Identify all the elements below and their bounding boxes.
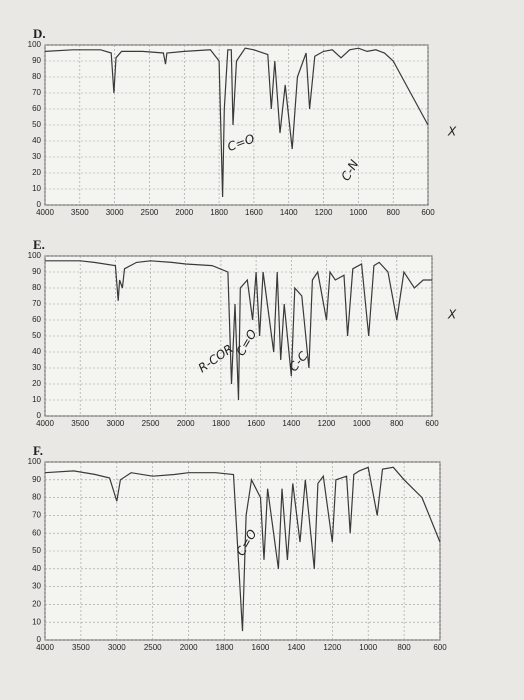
y-tick-label: 40 [32, 564, 41, 573]
y-tick-label: 80 [32, 493, 41, 502]
x-tick-label: 3000 [108, 643, 126, 652]
handwritten-note: X [447, 125, 457, 139]
x-tick-label: 800 [387, 208, 401, 217]
x-tick-label: 2000 [180, 643, 198, 652]
chart-title: E. [33, 237, 45, 252]
y-tick-label: 60 [32, 528, 41, 537]
x-tick-label: 1200 [323, 643, 341, 652]
x-tick-label: 4000 [36, 208, 54, 217]
x-tick-label: 4000 [36, 419, 54, 428]
x-tick-label: 1400 [287, 643, 305, 652]
x-tick-label: 1400 [282, 419, 300, 428]
x-tick-label: 1400 [280, 208, 298, 217]
y-tick-label: 80 [32, 283, 41, 292]
y-tick-label: 30 [32, 582, 41, 591]
x-tick-label: 2500 [144, 643, 162, 652]
x-tick-label: 600 [425, 419, 439, 428]
y-tick-label: 10 [32, 184, 41, 193]
x-tick-label: 1000 [349, 208, 367, 217]
y-tick-label: 60 [32, 104, 41, 113]
x-tick-label: 1000 [353, 419, 371, 428]
x-tick-label: 3500 [71, 419, 89, 428]
x-tick-label: 600 [421, 208, 435, 217]
x-tick-label: 2000 [177, 419, 195, 428]
y-tick-label: 70 [32, 299, 41, 308]
y-tick-label: 70 [32, 511, 41, 520]
y-tick-label: 30 [32, 363, 41, 372]
handwritten-note: X [447, 308, 457, 322]
y-tick-label: 50 [32, 546, 41, 555]
x-tick-label: 2000 [175, 208, 193, 217]
y-tick-label: 70 [32, 88, 41, 97]
y-tick-label: 20 [32, 379, 41, 388]
y-tick-label: 80 [32, 72, 41, 81]
y-tick-label: 40 [32, 136, 41, 145]
y-tick-label: 10 [32, 395, 41, 404]
y-tick-label: 10 [32, 617, 41, 626]
x-tick-label: 1800 [212, 419, 230, 428]
y-tick-label: 100 [28, 251, 42, 260]
x-tick-label: 3000 [106, 419, 124, 428]
x-tick-label: 3500 [71, 208, 89, 217]
x-tick-label: 2500 [142, 419, 160, 428]
x-tick-label: 800 [397, 643, 411, 652]
spectrum-line [45, 260, 432, 401]
x-tick-label: 600 [433, 643, 447, 652]
y-tick-label: 50 [32, 331, 41, 340]
y-tick-label: 90 [32, 475, 41, 484]
x-tick-label: 1600 [247, 419, 265, 428]
x-tick-label: 800 [390, 419, 404, 428]
y-tick-label: 30 [32, 152, 41, 161]
x-tick-label: 1000 [359, 643, 377, 652]
chart-title: D. [33, 26, 46, 41]
x-tick-label: 1800 [210, 208, 228, 217]
y-tick-label: 20 [32, 168, 41, 177]
x-tick-label: 3000 [106, 208, 124, 217]
y-tick-label: 60 [32, 315, 41, 324]
x-tick-label: 1800 [216, 643, 234, 652]
chart-title: F. [33, 443, 43, 458]
x-tick-label: 2500 [141, 208, 159, 217]
x-tick-label: 1200 [315, 208, 333, 217]
y-tick-label: 90 [32, 56, 41, 65]
y-tick-label: 0 [37, 635, 42, 644]
spectrum-line [44, 466, 441, 632]
y-tick-label: 100 [28, 40, 42, 49]
x-tick-label: 1600 [245, 208, 263, 217]
spectrum-line [44, 47, 429, 198]
y-tick-label: 50 [32, 120, 41, 129]
x-tick-label: 3500 [72, 643, 90, 652]
y-tick-label: 20 [32, 600, 41, 609]
x-tick-label: 1600 [252, 643, 270, 652]
y-tick-label: 90 [32, 267, 41, 276]
y-tick-label: 0 [37, 200, 42, 209]
x-tick-label: 4000 [36, 643, 54, 652]
y-tick-label: 40 [32, 347, 41, 356]
y-tick-label: 0 [37, 411, 42, 420]
y-tick-label: 100 [28, 457, 42, 466]
x-tick-label: 1200 [318, 419, 336, 428]
